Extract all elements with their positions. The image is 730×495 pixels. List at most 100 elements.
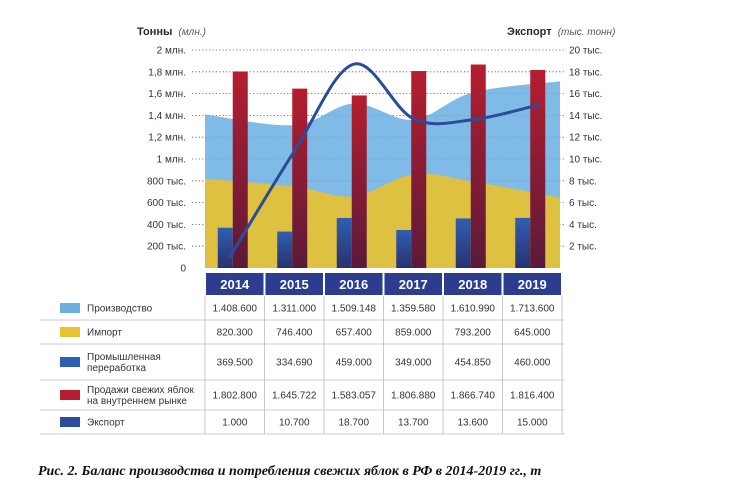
- left-tick-label: 1,6 млн.: [148, 89, 186, 100]
- table-cell: 1.583.057: [332, 391, 377, 402]
- table-cell: 859.000: [395, 328, 432, 339]
- legend-swatch: [60, 327, 80, 337]
- table-cell: 645.000: [514, 328, 551, 339]
- legend-label: Промышленная переработка: [87, 352, 161, 374]
- right-axis: Экспорт (тыс. тонн) 2 тыс. 4 тыс. 6 тыс. 8 …: [507, 26, 615, 253]
- apple-balance-chart: Тонны (млн.) 0 200 тыс. 400 тыс. 600 тыс. 80…: [40, 26, 615, 435]
- table-cell: 13.600: [457, 418, 488, 429]
- table-cell: 460.000: [514, 358, 551, 369]
- bar-domestic-sales: [411, 71, 427, 268]
- left-tick-label: 600 тыс.: [147, 198, 186, 209]
- table-cell: 454.850: [455, 358, 492, 369]
- left-tick-label: 200 тыс.: [147, 242, 186, 253]
- table-cell: 18.700: [338, 418, 369, 429]
- bar-domestic-sales: [232, 71, 248, 268]
- year-header-cell: [384, 273, 442, 295]
- left-tick-label: 1,4 млн.: [148, 111, 186, 122]
- right-tick-label: 4 тыс.: [569, 220, 597, 231]
- year-header-cell: [444, 273, 502, 295]
- table-cell: 1.311.000: [272, 304, 316, 315]
- bar-domestic-sales: [351, 95, 367, 269]
- figure-caption: Рис. 2. Баланс производства и потреблени…: [38, 464, 542, 479]
- right-tick-label: 12 тыс.: [569, 133, 602, 144]
- area-import: [205, 173, 560, 268]
- right-tick-label: 2 тыс.: [569, 242, 597, 253]
- legend-label-line: Продажи свежих яблок: [87, 384, 194, 396]
- table-cell: 1.610.990: [451, 304, 496, 315]
- right-tick-label: 18 тыс.: [569, 67, 602, 78]
- year-header-cell: [265, 273, 323, 295]
- left-tick-label: 2 млн.: [157, 46, 186, 57]
- legend-label-line: переработка: [87, 362, 146, 374]
- table-cell: 1.408.600: [213, 304, 258, 315]
- table-cell: 334.690: [276, 358, 313, 369]
- legend-label: Экспорт: [87, 418, 125, 429]
- table-cell: 1.509.148: [332, 304, 377, 315]
- right-tick-label: 6 тыс.: [569, 198, 597, 209]
- table-cell: 15.000: [517, 418, 548, 429]
- left-tick-label: 1,2 млн.: [148, 133, 186, 144]
- year-header-cell: [206, 273, 264, 295]
- legend-label: Импорт: [87, 328, 122, 339]
- table-cell: 1.806.880: [391, 391, 436, 402]
- bar-processing: [217, 227, 233, 268]
- table-cell: 1.000: [222, 418, 247, 429]
- area-series: [205, 81, 560, 269]
- right-axis-title-text: Экспорт: [507, 26, 552, 38]
- table-cell: 746.400: [276, 328, 313, 339]
- legend-label-line: Производство: [87, 304, 153, 315]
- year-label: 2015: [280, 277, 309, 292]
- right-tick-label: 20 тыс.: [569, 46, 602, 57]
- right-tick-label: 14 тыс.: [569, 111, 602, 122]
- bar-processing: [277, 231, 293, 268]
- year-label: 2018: [458, 277, 487, 292]
- table-cell: 13.700: [398, 418, 429, 429]
- table-cell: 369.500: [217, 358, 254, 369]
- legend-label: Продажи свежих яблок на внутреннем рынке: [87, 384, 194, 407]
- export-line-series: [228, 62, 541, 258]
- legend-swatch: [60, 303, 80, 313]
- table-cell: 1.713.600: [510, 304, 555, 315]
- table-cell: 1.359.580: [391, 304, 436, 315]
- table-cell: 657.400: [336, 328, 373, 339]
- left-tick-label: 0: [180, 264, 186, 275]
- year-label: 2019: [518, 277, 547, 292]
- year-label: 2016: [339, 277, 368, 292]
- bar-domestic-sales: [530, 70, 546, 269]
- year-header-cell: [325, 273, 383, 295]
- bar-processing: [336, 217, 352, 268]
- year-header-cell: [503, 273, 561, 295]
- bar-processing: [515, 217, 531, 268]
- table-cell: 349.000: [395, 358, 432, 369]
- left-tick-label: 400 тыс.: [147, 220, 186, 231]
- legend-label-line: Импорт: [87, 328, 122, 339]
- bar-domestic-sales: [292, 88, 308, 268]
- table-cell: 1.802.800: [213, 391, 258, 402]
- legend-label-line: Промышленная: [87, 352, 161, 363]
- right-tick-label: 8 тыс.: [569, 176, 597, 187]
- left-tick-label: 1,8 млн.: [148, 67, 186, 78]
- legend-label-line: на внутреннем рынке: [87, 396, 187, 407]
- data-table: 2014 2015 2016 2017 2018 2019 Производство 1.40…: [40, 273, 565, 435]
- left-tick-label: 800 тыс.: [147, 176, 186, 187]
- legend-swatch: [60, 390, 80, 400]
- left-axis-title: Тонны (млн.): [137, 26, 206, 38]
- right-tick-label: 10 тыс.: [569, 155, 602, 166]
- right-axis-unit: (тыс. тонн): [558, 27, 616, 38]
- table-cell: 793.200: [455, 328, 492, 339]
- year-label: 2017: [399, 277, 428, 292]
- legend-label-line: Экспорт: [87, 418, 125, 429]
- year-label: 2014: [220, 277, 250, 292]
- left-axis-title-text: Тонны: [137, 26, 172, 38]
- bar-processing: [396, 229, 412, 268]
- table-cell: 820.300: [217, 328, 254, 339]
- bar-processing: [455, 218, 471, 268]
- table-cell: 1.816.400: [510, 391, 555, 402]
- left-axis: Тонны (млн.) 0 200 тыс. 400 тыс. 600 тыс. 80…: [137, 26, 206, 275]
- right-tick-label: 16 тыс.: [569, 89, 602, 100]
- table-cell: 1.866.740: [451, 391, 496, 402]
- left-tick-label: 1 млн.: [157, 155, 186, 166]
- table-cell: 10.700: [279, 418, 310, 429]
- legend-label: Производство: [87, 304, 153, 315]
- legend-swatch: [60, 417, 80, 427]
